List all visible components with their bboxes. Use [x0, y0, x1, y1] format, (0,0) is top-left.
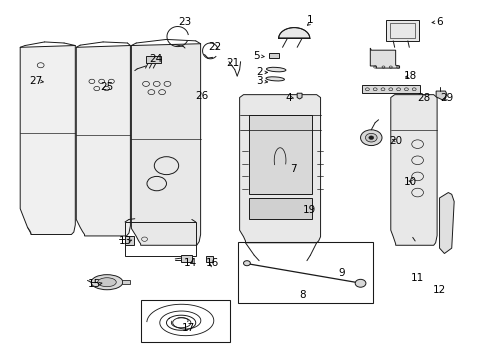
Text: 28: 28: [416, 93, 430, 103]
Circle shape: [360, 130, 381, 145]
Bar: [237, 242, 372, 303]
Text: 1: 1: [306, 15, 313, 26]
Polygon shape: [390, 95, 436, 245]
Circle shape: [354, 279, 365, 287]
Text: 15: 15: [88, 279, 101, 289]
Circle shape: [368, 136, 373, 139]
Text: 13: 13: [118, 236, 131, 246]
Bar: [389, 23, 414, 38]
Text: 19: 19: [302, 206, 315, 216]
Text: 14: 14: [184, 258, 197, 268]
Text: 22: 22: [208, 42, 222, 52]
Bar: [125, 235, 134, 244]
Text: 17: 17: [182, 323, 195, 333]
Bar: [249, 198, 311, 220]
Polygon shape: [239, 95, 320, 243]
Polygon shape: [435, 91, 446, 100]
Circle shape: [365, 134, 376, 142]
Text: 21: 21: [226, 58, 240, 68]
Polygon shape: [278, 28, 309, 39]
Text: 23: 23: [178, 17, 191, 27]
Bar: [181, 255, 191, 262]
Text: 25: 25: [100, 82, 113, 92]
Bar: [206, 256, 212, 262]
Text: 3: 3: [255, 76, 262, 86]
Bar: [385, 20, 418, 41]
Ellipse shape: [265, 77, 284, 81]
Text: 8: 8: [299, 291, 305, 301]
Polygon shape: [297, 93, 302, 99]
Polygon shape: [76, 45, 130, 236]
Text: 18: 18: [403, 71, 416, 81]
Bar: [268, 53, 278, 58]
Text: 4: 4: [285, 93, 291, 103]
Ellipse shape: [266, 67, 285, 72]
Bar: [122, 280, 130, 284]
Bar: [141, 300, 230, 342]
Text: 27: 27: [29, 76, 42, 86]
Polygon shape: [369, 48, 399, 68]
Text: 2: 2: [255, 67, 262, 77]
Bar: [125, 222, 195, 256]
Text: 10: 10: [403, 177, 416, 187]
Polygon shape: [131, 44, 200, 245]
Text: 9: 9: [338, 268, 345, 278]
Ellipse shape: [91, 275, 122, 290]
Bar: [361, 85, 419, 93]
Text: 26: 26: [195, 91, 208, 101]
Bar: [146, 56, 160, 63]
Ellipse shape: [98, 278, 116, 287]
Text: 6: 6: [435, 17, 442, 27]
Text: 5: 5: [253, 51, 260, 61]
Polygon shape: [439, 193, 453, 253]
Bar: [249, 116, 311, 194]
Text: 29: 29: [440, 93, 453, 103]
Text: 20: 20: [388, 136, 402, 145]
Text: 7: 7: [289, 164, 296, 174]
Text: 24: 24: [149, 54, 162, 64]
Text: 11: 11: [410, 273, 424, 283]
Circle shape: [243, 261, 250, 266]
Text: 12: 12: [432, 285, 445, 296]
Polygon shape: [20, 45, 75, 234]
Text: 16: 16: [206, 258, 219, 268]
